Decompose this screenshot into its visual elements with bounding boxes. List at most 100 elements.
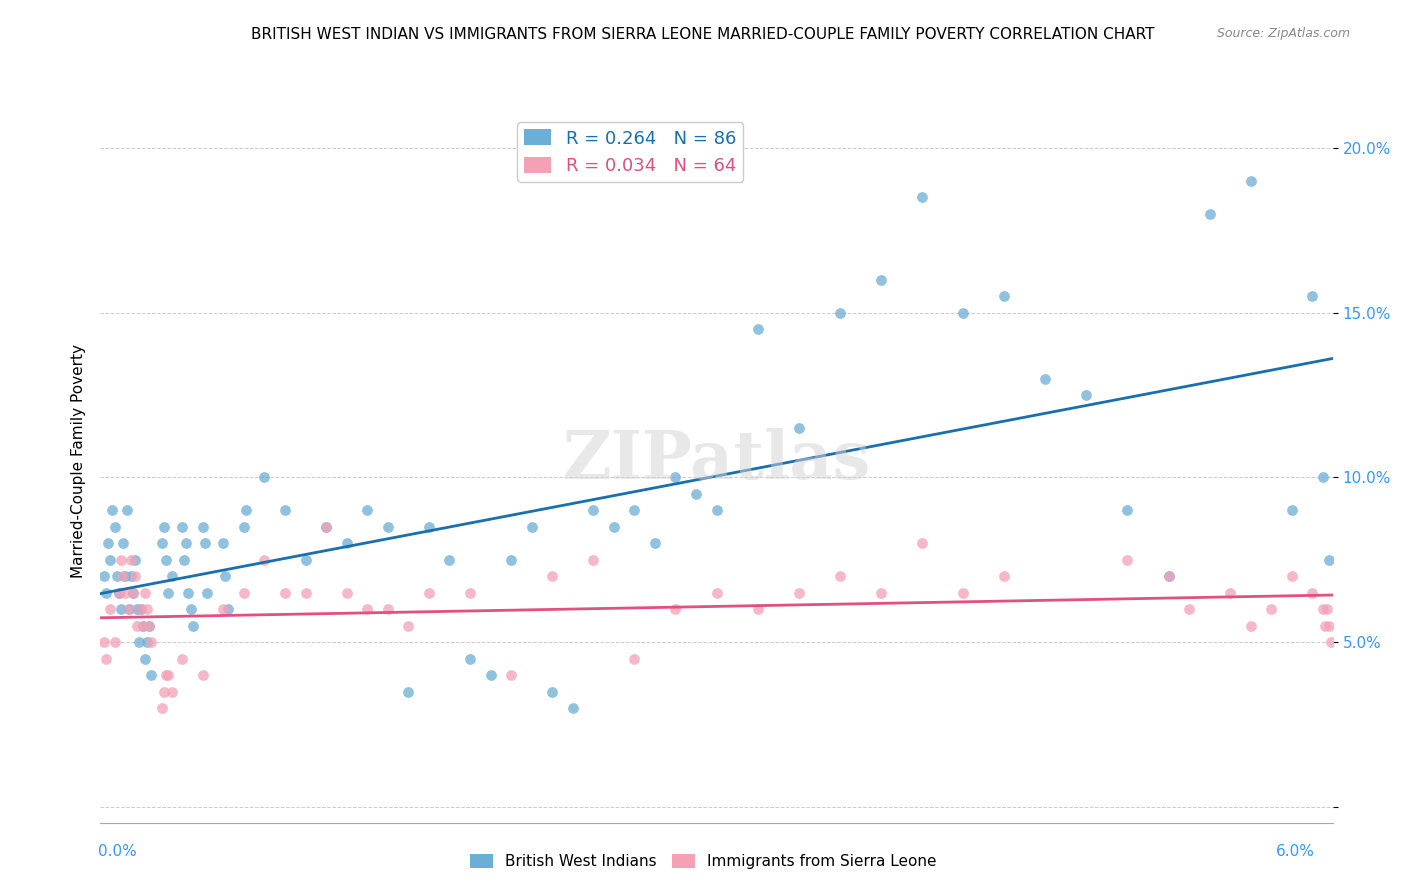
- Point: [499, 553, 522, 567]
- Point: [136, 635, 159, 649]
- Point: [180, 602, 202, 616]
- Point: [122, 586, 145, 600]
- Point: [582, 553, 605, 567]
- Point: [294, 586, 316, 600]
- Point: [110, 602, 132, 616]
- Point: [294, 553, 316, 567]
- Point: [138, 619, 160, 633]
- Point: [315, 520, 337, 534]
- Point: [96, 651, 118, 665]
- Point: [153, 520, 176, 534]
- Point: [396, 684, 419, 698]
- Point: [100, 553, 122, 567]
- Point: [458, 651, 481, 665]
- Point: [1317, 619, 1340, 633]
- Point: [1312, 602, 1334, 616]
- Point: [336, 586, 359, 600]
- Point: [191, 668, 214, 682]
- Point: [128, 635, 150, 649]
- Y-axis label: Married-Couple Family Poverty: Married-Couple Family Poverty: [72, 344, 86, 578]
- Point: [172, 520, 194, 534]
- Point: [582, 503, 605, 517]
- Point: [114, 586, 136, 600]
- Point: [1240, 619, 1263, 633]
- Point: [120, 553, 142, 567]
- Point: [150, 701, 173, 715]
- Point: [194, 536, 217, 550]
- Point: [120, 569, 142, 583]
- Point: [181, 619, 204, 633]
- Point: [541, 569, 564, 583]
- Point: [870, 586, 893, 600]
- Point: [356, 503, 378, 517]
- Point: [141, 635, 163, 649]
- Point: [235, 503, 257, 517]
- Point: [127, 602, 149, 616]
- Legend: R = 0.264   N = 86, R = 0.034   N = 64: R = 0.264 N = 86, R = 0.034 N = 64: [517, 122, 744, 182]
- Point: [1157, 569, 1180, 583]
- Point: [124, 553, 146, 567]
- Text: ZIPatlas: ZIPatlas: [562, 428, 870, 493]
- Point: [828, 569, 851, 583]
- Point: [107, 586, 129, 600]
- Point: [134, 586, 156, 600]
- Point: [111, 536, 134, 550]
- Point: [103, 635, 125, 649]
- Point: [623, 503, 645, 517]
- Point: [664, 470, 686, 484]
- Point: [1313, 619, 1336, 633]
- Point: [115, 503, 138, 517]
- Point: [1281, 503, 1303, 517]
- Point: [233, 586, 256, 600]
- Point: [274, 503, 297, 517]
- Text: Source: ZipAtlas.com: Source: ZipAtlas.com: [1216, 27, 1350, 40]
- Point: [644, 536, 666, 550]
- Point: [706, 586, 728, 600]
- Point: [153, 684, 176, 698]
- Point: [315, 520, 337, 534]
- Text: BRITISH WEST INDIAN VS IMMIGRANTS FROM SIERRA LEONE MARRIED-COUPLE FAMILY POVERT: BRITISH WEST INDIAN VS IMMIGRANTS FROM S…: [252, 27, 1154, 42]
- Text: 6.0%: 6.0%: [1275, 845, 1315, 859]
- Point: [1178, 602, 1201, 616]
- Point: [253, 470, 276, 484]
- Point: [520, 520, 543, 534]
- Point: [93, 635, 115, 649]
- Point: [603, 520, 626, 534]
- Point: [96, 586, 118, 600]
- Point: [377, 602, 399, 616]
- Point: [138, 619, 160, 633]
- Point: [156, 668, 179, 682]
- Point: [1281, 569, 1303, 583]
- Point: [418, 520, 440, 534]
- Point: [439, 553, 461, 567]
- Point: [499, 668, 522, 682]
- Point: [160, 684, 183, 698]
- Point: [97, 536, 120, 550]
- Point: [150, 536, 173, 550]
- Point: [1320, 635, 1343, 649]
- Point: [952, 306, 974, 320]
- Point: [253, 553, 276, 567]
- Point: [706, 503, 728, 517]
- Point: [105, 569, 128, 583]
- Point: [160, 569, 183, 583]
- Point: [214, 569, 236, 583]
- Point: [191, 520, 214, 534]
- Point: [172, 651, 194, 665]
- Point: [952, 586, 974, 600]
- Point: [233, 520, 256, 534]
- Point: [217, 602, 239, 616]
- Point: [173, 553, 195, 567]
- Point: [747, 602, 769, 616]
- Point: [336, 536, 359, 550]
- Point: [132, 619, 155, 633]
- Point: [1116, 503, 1139, 517]
- Point: [1260, 602, 1282, 616]
- Point: [1198, 207, 1220, 221]
- Point: [1301, 586, 1323, 600]
- Point: [1116, 553, 1139, 567]
- Point: [747, 322, 769, 336]
- Point: [993, 289, 1015, 303]
- Point: [993, 569, 1015, 583]
- Point: [623, 651, 645, 665]
